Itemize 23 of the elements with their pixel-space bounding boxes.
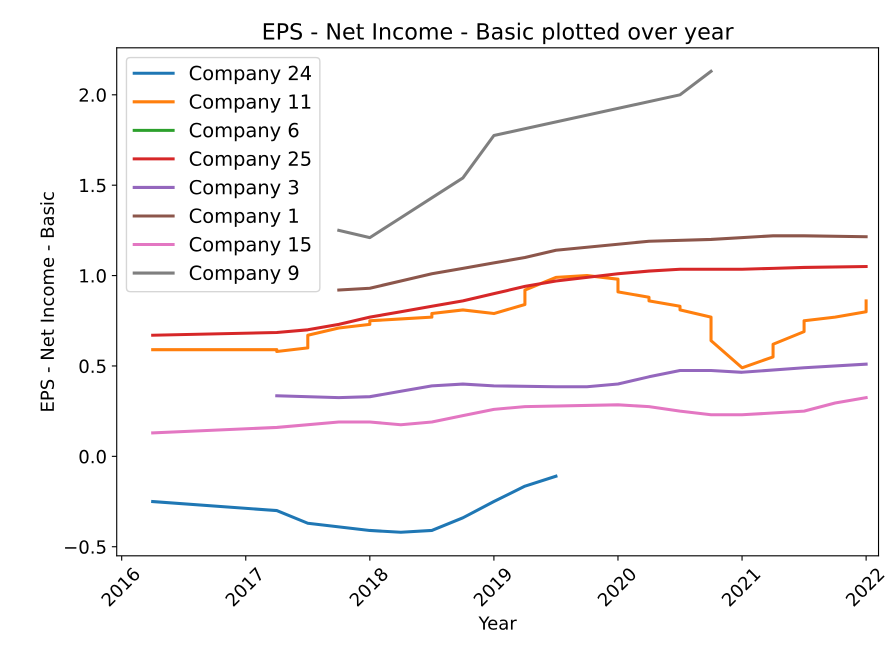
line-series <box>151 265 868 337</box>
line-series <box>151 474 558 534</box>
y-tick-label: 0.0 <box>79 450 106 464</box>
line-series <box>151 396 868 434</box>
y-axis-title: EPS - Net Income - Basic <box>40 192 54 411</box>
legend-label: Company 25 <box>190 151 310 170</box>
y-tick-label: 0.5 <box>79 359 106 374</box>
y-tick-label: 2.0 <box>80 88 106 102</box>
legend-label: Company 11 <box>190 94 310 113</box>
legend-label: Company 15 <box>190 236 310 256</box>
legend-label: Company 24 <box>190 66 311 84</box>
legend-label: Company 3 <box>190 180 298 198</box>
line-series <box>337 234 868 292</box>
legend-label: Company 6 <box>190 122 298 142</box>
y-tick-label: −0.5 <box>65 540 106 554</box>
y-tick-label: 1.0 <box>80 269 106 283</box>
legend-label: Company 9 <box>190 265 298 284</box>
y-tick-label: 1.5 <box>80 178 106 192</box>
line-series <box>337 70 713 240</box>
x-axis-title: Year <box>478 616 517 630</box>
legend-label: Company 1 <box>190 208 298 227</box>
line-series <box>275 362 868 400</box>
chart-title: EPS - Net Income - Basic plotted over year <box>264 22 734 44</box>
